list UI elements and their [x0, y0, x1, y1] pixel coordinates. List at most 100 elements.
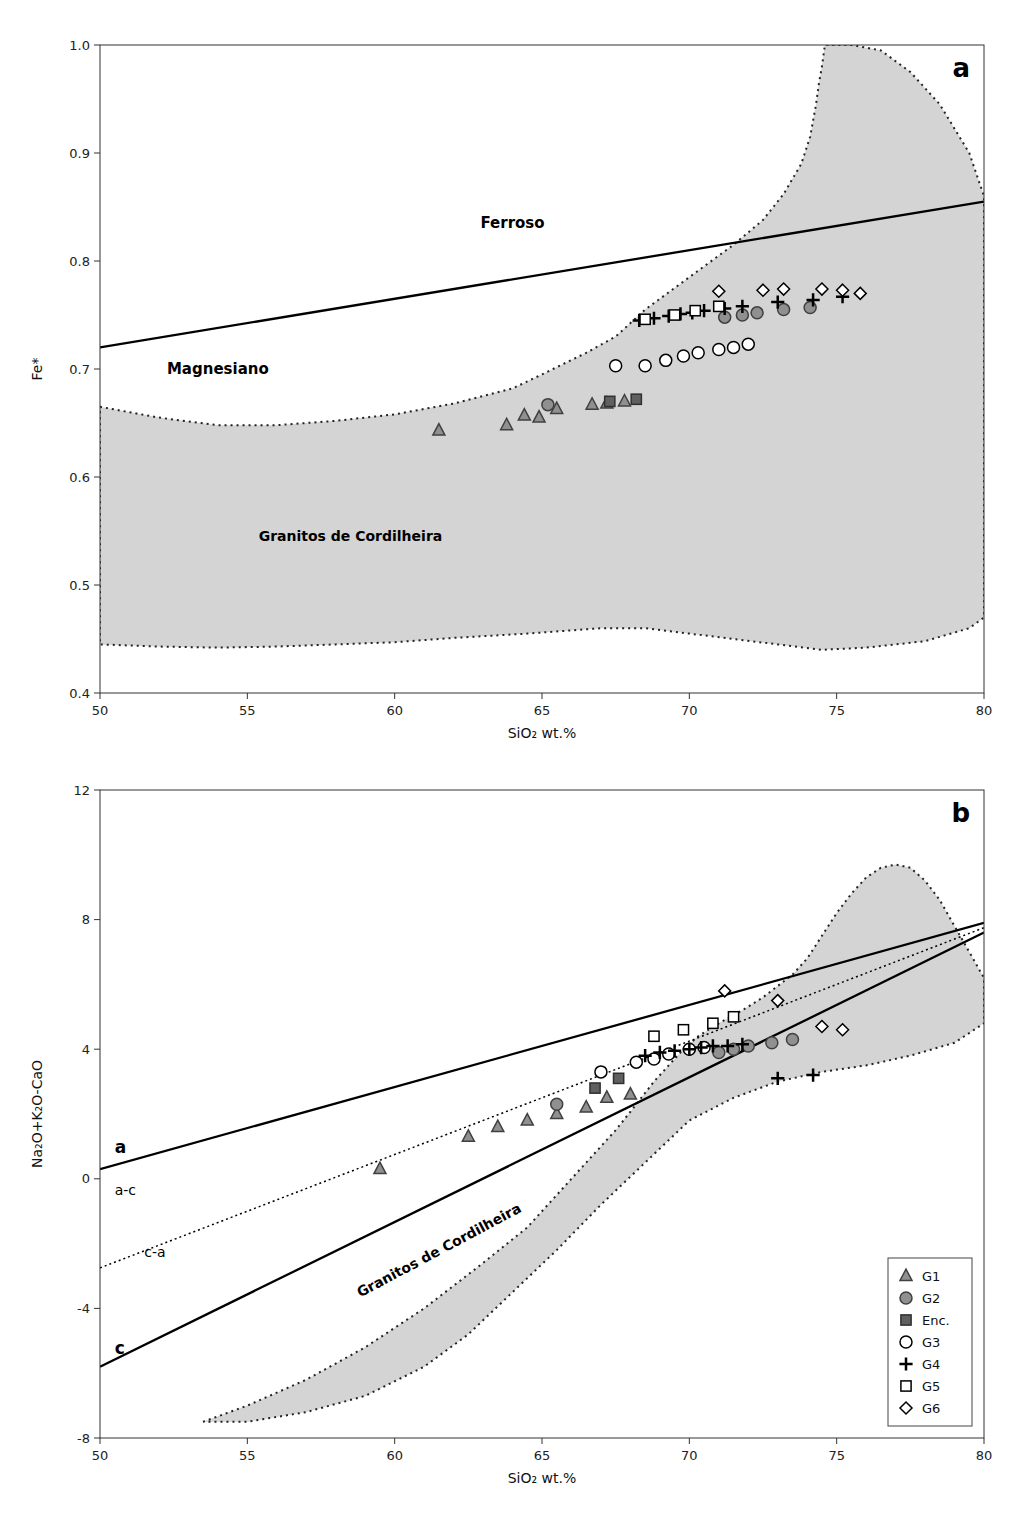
series: [595, 1042, 710, 1078]
x-tick: [394, 1438, 395, 1444]
x-tick-label: 50: [92, 703, 109, 718]
point: [670, 310, 680, 320]
series: [542, 301, 816, 410]
legend-label: G6: [922, 1401, 940, 1416]
point: [771, 295, 784, 308]
y-tick-label: 0.7: [69, 362, 90, 377]
legend-item: G5: [901, 1379, 940, 1394]
x-tick: [984, 1438, 985, 1444]
series: [640, 301, 724, 324]
x-tick: [394, 693, 395, 699]
x-tick: [542, 1438, 543, 1444]
point: [721, 1039, 734, 1052]
background: [0, 0, 1024, 1514]
point: [614, 1073, 624, 1083]
point: [757, 284, 769, 296]
y-tick: [94, 1178, 100, 1179]
x-axis-label: SiO₂ wt.%: [508, 1470, 577, 1486]
point: [580, 1101, 592, 1112]
region-label: Granitos de Cordilheira: [259, 528, 443, 544]
point: [806, 293, 819, 306]
x-tick: [836, 693, 837, 699]
x-tick: [984, 693, 985, 699]
y-tick: [94, 153, 100, 154]
figure: 505560657075800.40.50.60.70.80.91.0SiO₂ …: [0, 0, 1024, 1514]
x-tick: [836, 1438, 837, 1444]
y-tick-label: 1.0: [69, 38, 90, 53]
y-tick: [94, 261, 100, 262]
point: [630, 1056, 642, 1068]
point: [542, 399, 554, 411]
y-axis-label: Na₂O+K₂O-CaO: [29, 1060, 45, 1168]
y-tick-label: -8: [77, 1431, 90, 1446]
x-tick-label: 70: [681, 703, 698, 718]
panel: 505560657075800.40.50.60.70.80.91.0SiO₂ …: [29, 38, 992, 742]
y-tick-label: 8: [82, 912, 90, 927]
point: [605, 396, 615, 406]
region: [203, 865, 984, 1422]
point: [736, 1038, 749, 1051]
legend: G1G2Enc.G3G4G5G6: [888, 1258, 972, 1426]
point: [713, 1046, 725, 1058]
x-tick: [247, 693, 248, 699]
point: [714, 301, 724, 311]
point: [590, 1083, 600, 1093]
plot-area: [100, 45, 984, 650]
point: [736, 300, 749, 313]
y-tick: [94, 369, 100, 370]
y-tick-label: 0.9: [69, 146, 90, 161]
y-tick: [94, 919, 100, 920]
point: [518, 409, 530, 420]
series: [713, 283, 866, 299]
x-tick-label: 75: [828, 703, 845, 718]
legend-item: G3: [900, 1335, 940, 1350]
series: [590, 1073, 624, 1093]
point: [804, 301, 816, 313]
point: [639, 360, 651, 372]
x-tick-label: 60: [386, 703, 403, 718]
x-tick-label: 65: [534, 703, 551, 718]
point: [462, 1130, 474, 1141]
point: [837, 284, 849, 296]
x-tick: [542, 693, 543, 699]
series: [639, 1038, 820, 1085]
boundary-line: [100, 202, 984, 348]
annotation: a: [115, 1137, 126, 1157]
point: [649, 1031, 659, 1041]
point: [751, 307, 763, 319]
point: [492, 1120, 504, 1131]
series: [719, 985, 849, 1036]
x-tick: [689, 693, 690, 699]
point: [677, 350, 689, 362]
point: [806, 1069, 819, 1082]
legend-label: G4: [922, 1357, 940, 1372]
legend-marker: [900, 1292, 912, 1304]
annotation: Ferroso: [480, 214, 544, 232]
point: [742, 1040, 754, 1052]
x-tick-label: 70: [681, 1448, 698, 1463]
point: [683, 1043, 695, 1055]
legend-item: G2: [900, 1291, 940, 1306]
point: [772, 995, 784, 1007]
y-tick-label: -4: [77, 1301, 90, 1316]
x-tick-label: 80: [976, 1448, 993, 1463]
point: [374, 1162, 386, 1173]
point: [678, 1025, 688, 1035]
x-tick: [100, 1438, 101, 1444]
legend-marker: [900, 1402, 912, 1414]
point: [778, 304, 790, 316]
legend-marker: [900, 1336, 912, 1348]
panel: 50556065707580-8-404812SiO₂ wt.%Na₂O+K₂O…: [29, 783, 992, 1487]
point: [601, 1091, 613, 1102]
series: [551, 1033, 799, 1110]
region: [100, 45, 984, 650]
legend-marker: [899, 1357, 912, 1370]
point: [660, 354, 672, 366]
point: [706, 1039, 719, 1052]
x-tick: [100, 693, 101, 699]
annotation: c: [115, 1338, 125, 1358]
y-tick: [94, 790, 100, 791]
point: [728, 1012, 738, 1022]
legend-marker: [900, 1269, 912, 1280]
boundary-line: [100, 923, 984, 1169]
